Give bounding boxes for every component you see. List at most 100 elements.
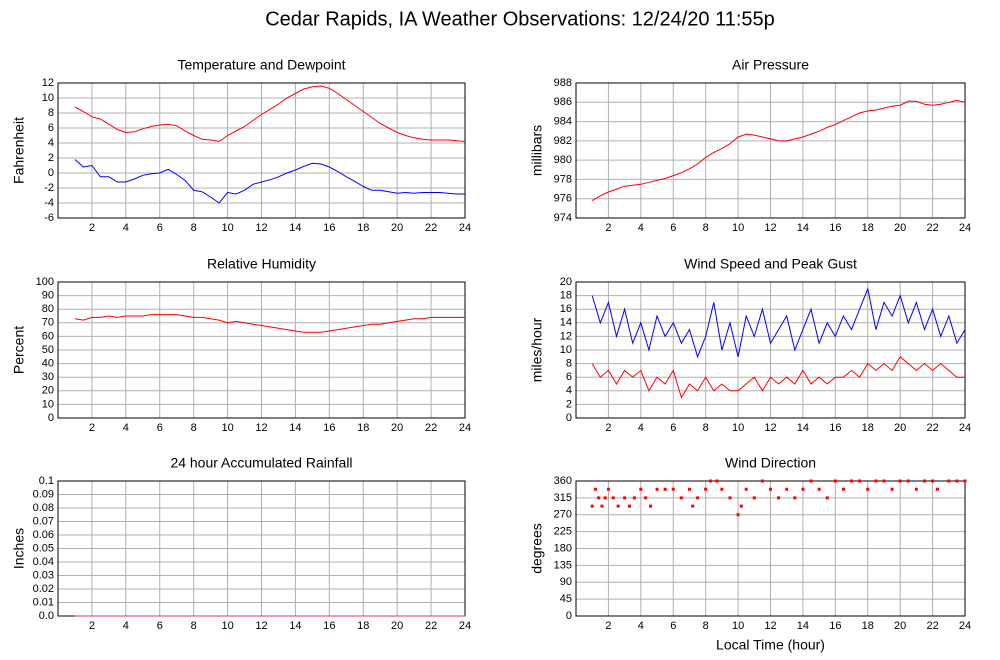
- data-point: [809, 479, 813, 483]
- data-point: [825, 496, 829, 500]
- x-tick-label: 12: [764, 422, 776, 434]
- data-point: [785, 487, 789, 491]
- x-tick-label: 18: [862, 620, 874, 632]
- x-tick-label: 6: [670, 222, 676, 234]
- data-point: [898, 479, 902, 483]
- x-tick-label: 10: [221, 222, 233, 234]
- data-point: [728, 496, 732, 500]
- x-tick-label: 22: [425, 422, 437, 434]
- data-line: [74, 159, 465, 204]
- data-point: [777, 496, 781, 500]
- y-tick-label: 2: [566, 398, 572, 410]
- data-point: [931, 479, 935, 483]
- y-tick-label: 0: [566, 412, 572, 424]
- data-point: [709, 479, 713, 483]
- data-point: [935, 487, 939, 491]
- x-tick-label: 20: [894, 422, 906, 434]
- data-point: [593, 487, 597, 491]
- data-point: [744, 487, 748, 491]
- x-tick-label: 16: [323, 222, 335, 234]
- data-point: [841, 487, 845, 491]
- data-point: [720, 487, 724, 491]
- x-tick-label: 24: [459, 422, 471, 434]
- data-point: [649, 504, 653, 508]
- data-point: [874, 479, 878, 483]
- y-tick-label: 0.06: [33, 529, 54, 541]
- data-point: [890, 487, 894, 491]
- y-tick-label: 0.03: [33, 569, 54, 581]
- data-point: [955, 479, 959, 483]
- y-tick-label: 980: [554, 154, 572, 166]
- x-axis-label: Local Time (hour): [716, 637, 825, 653]
- x-tick-label: 20: [391, 222, 403, 234]
- x-tick-label: 20: [894, 620, 906, 632]
- y-axis-label: Percent: [11, 326, 27, 374]
- chart-title: Wind Direction: [725, 455, 816, 471]
- y-tick-label: 20: [560, 276, 572, 288]
- data-point: [752, 496, 756, 500]
- x-tick-label: 12: [255, 620, 267, 632]
- x-tick-label: 10: [221, 620, 233, 632]
- y-tick-label: 50: [42, 344, 54, 356]
- x-tick-label: 24: [959, 222, 971, 234]
- y-tick-label: 360: [554, 475, 572, 487]
- data-point: [833, 479, 837, 483]
- x-tick-label: 18: [357, 422, 369, 434]
- y-tick-label: 12: [42, 77, 54, 89]
- x-tick-label: 14: [797, 620, 809, 632]
- x-tick-label: 8: [191, 222, 197, 234]
- y-tick-label: 180: [554, 542, 572, 554]
- x-tick-label: 2: [89, 620, 95, 632]
- x-tick-label: 12: [255, 422, 267, 434]
- x-tick-label: 4: [123, 222, 129, 234]
- x-tick-label: 2: [605, 222, 611, 234]
- plot-frame: [575, 281, 966, 419]
- y-tick-label: -2: [44, 182, 54, 194]
- data-point: [603, 496, 607, 500]
- y-tick-label: 0.01: [33, 596, 54, 608]
- data-point: [644, 496, 648, 500]
- x-tick-label: 14: [289, 422, 301, 434]
- x-tick-label: 14: [289, 620, 301, 632]
- x-tick-label: 4: [123, 620, 129, 632]
- y-tick-label: 0.07: [33, 515, 54, 527]
- x-tick-label: 6: [670, 620, 676, 632]
- data-point: [623, 496, 627, 500]
- x-tick-label: 4: [638, 620, 644, 632]
- x-tick-label: 8: [703, 222, 709, 234]
- y-tick-label: 40: [42, 358, 54, 370]
- y-tick-label: 270: [554, 509, 572, 521]
- x-tick-label: 6: [670, 422, 676, 434]
- data-line: [591, 356, 965, 399]
- y-tick-label: 30: [42, 371, 54, 383]
- x-tick-label: 12: [255, 222, 267, 234]
- x-tick-label: 8: [191, 620, 197, 632]
- x-tick-label: 24: [459, 222, 471, 234]
- y-tick-label: 18: [560, 290, 572, 302]
- y-axis-label: miles/hour: [529, 317, 545, 382]
- y-tick-label: 80: [42, 303, 54, 315]
- data-point: [906, 479, 910, 483]
- data-point: [627, 504, 631, 508]
- y-tick-label: 978: [554, 173, 572, 185]
- x-tick-label: 6: [157, 620, 163, 632]
- chart-title: Wind Speed and Peak Gust: [684, 256, 857, 272]
- x-tick-label: 4: [638, 222, 644, 234]
- x-tick-label: 18: [862, 422, 874, 434]
- y-tick-label: 10: [42, 398, 54, 410]
- y-tick-label: 2: [48, 152, 54, 164]
- data-point: [914, 487, 918, 491]
- y-axis-label: Fahrenheit: [11, 117, 27, 184]
- x-tick-label: 10: [221, 422, 233, 434]
- y-tick-label: 0: [48, 167, 54, 179]
- y-tick-label: 0.08: [33, 502, 54, 514]
- x-tick-label: 8: [703, 620, 709, 632]
- x-tick-label: 8: [191, 422, 197, 434]
- y-tick-label: 20: [42, 385, 54, 397]
- data-point: [817, 487, 821, 491]
- x-tick-label: 22: [425, 620, 437, 632]
- y-tick-label: -4: [44, 197, 54, 209]
- data-point: [632, 496, 636, 500]
- x-tick-label: 24: [959, 620, 971, 632]
- x-tick-label: 22: [926, 222, 938, 234]
